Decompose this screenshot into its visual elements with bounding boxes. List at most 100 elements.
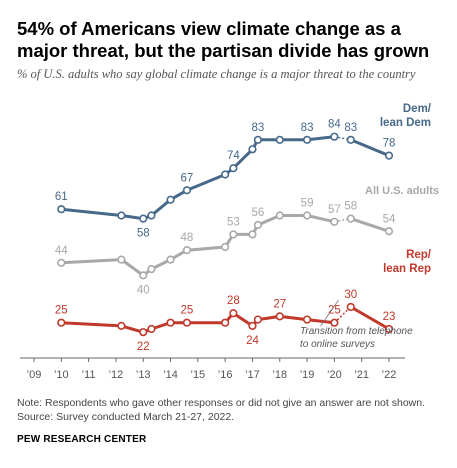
data-label: 74 bbox=[227, 150, 240, 162]
data-point bbox=[182, 246, 192, 255]
x-tick-label: ’14 bbox=[163, 369, 178, 381]
data-label: 61 bbox=[55, 191, 68, 203]
data-point bbox=[346, 214, 355, 223]
annotation-text: to online surveys bbox=[300, 339, 375, 350]
data-label: 25 bbox=[55, 305, 68, 317]
data-label: 84 bbox=[328, 119, 341, 131]
data-point bbox=[229, 230, 238, 239]
data-point bbox=[253, 315, 263, 324]
data-label: 83 bbox=[301, 122, 314, 134]
data-point bbox=[182, 186, 192, 195]
series-line bbox=[61, 214, 335, 277]
data-label: 44 bbox=[55, 245, 68, 257]
x-tick-label: ’21 bbox=[354, 369, 369, 381]
data-point bbox=[275, 135, 284, 144]
data-label: 25 bbox=[181, 305, 194, 317]
data-label: 48 bbox=[181, 232, 194, 244]
data-point bbox=[384, 227, 394, 236]
data-label: 54 bbox=[383, 213, 396, 225]
data-label: 28 bbox=[227, 295, 240, 307]
data-label: 56 bbox=[252, 207, 265, 219]
data-point bbox=[248, 321, 257, 330]
data-point bbox=[147, 265, 156, 274]
data-point bbox=[166, 255, 175, 264]
data-point bbox=[248, 230, 257, 239]
data-label: 53 bbox=[227, 216, 240, 228]
data-label: 83 bbox=[344, 122, 357, 134]
data-point bbox=[330, 318, 339, 327]
data-point bbox=[253, 135, 263, 144]
series-name-label: lean Rep bbox=[383, 263, 431, 275]
data-point bbox=[302, 315, 312, 324]
series-line bbox=[61, 135, 335, 221]
data-label: 57 bbox=[328, 204, 341, 216]
data-label: 83 bbox=[252, 122, 265, 134]
data-label: 25 bbox=[328, 305, 341, 317]
x-tick-label: ’11 bbox=[82, 369, 96, 381]
data-point bbox=[147, 211, 156, 220]
x-tick-label: ’22 bbox=[382, 369, 397, 381]
annotation-text: Transition from telephone bbox=[300, 326, 413, 337]
data-point bbox=[147, 324, 156, 334]
data-point bbox=[229, 164, 238, 173]
series-name-label: All U.S. adults bbox=[365, 185, 439, 197]
chart-note: Note: Respondents who gave other respons… bbox=[17, 396, 447, 424]
x-tick-label: ’13 bbox=[136, 369, 151, 381]
data-point bbox=[139, 328, 148, 337]
chart-subtitle: % of U.S. adults who say global climate … bbox=[17, 67, 416, 81]
annotation-leader bbox=[320, 299, 339, 327]
data-point bbox=[384, 151, 394, 160]
data-point bbox=[117, 211, 126, 220]
data-label: 78 bbox=[383, 138, 396, 150]
data-point bbox=[275, 211, 284, 220]
data-point bbox=[117, 321, 126, 330]
series-name-label: lean Dem bbox=[380, 117, 431, 129]
x-tick-label: ’19 bbox=[300, 369, 315, 381]
series-line bbox=[61, 311, 335, 334]
data-point bbox=[248, 145, 257, 154]
data-point bbox=[117, 255, 126, 264]
data-point bbox=[139, 214, 148, 223]
series-line bbox=[350, 217, 390, 233]
data-point bbox=[182, 318, 192, 327]
data-point bbox=[57, 205, 66, 214]
series-line bbox=[350, 138, 390, 157]
data-point bbox=[221, 242, 230, 252]
data-label: 58 bbox=[137, 228, 150, 240]
data-point bbox=[346, 302, 355, 312]
series-name-label: Dem/ bbox=[403, 103, 432, 115]
data-label: 24 bbox=[246, 335, 259, 347]
data-label: 23 bbox=[383, 311, 396, 323]
x-tick-label: ’09 bbox=[27, 369, 42, 381]
x-tick-label: ’17 bbox=[245, 369, 260, 381]
x-tick-label: ’20 bbox=[327, 369, 342, 381]
data-label: 27 bbox=[273, 298, 286, 310]
series-name-label: Rep/ bbox=[406, 249, 432, 261]
data-point bbox=[384, 324, 394, 334]
note-text: Note: Respondents who gave other respons… bbox=[17, 397, 425, 409]
data-point bbox=[275, 312, 284, 321]
data-label: 58 bbox=[344, 201, 357, 213]
x-tick-label: ’12 bbox=[109, 369, 124, 381]
data-point bbox=[57, 258, 66, 267]
series-line bbox=[350, 305, 390, 331]
data-label: 67 bbox=[181, 172, 194, 184]
x-tick-label: ’15 bbox=[191, 369, 206, 381]
data-label: 22 bbox=[137, 341, 150, 353]
data-point bbox=[221, 318, 230, 327]
data-point bbox=[302, 211, 312, 220]
data-point bbox=[221, 170, 230, 179]
x-tick-label: ’16 bbox=[218, 369, 233, 381]
data-label: 30 bbox=[344, 289, 357, 301]
data-point bbox=[166, 318, 175, 327]
x-tick-label: ’10 bbox=[54, 369, 69, 381]
data-point bbox=[57, 318, 66, 327]
chart-title: 54% of Americans view climate change as … bbox=[17, 18, 430, 61]
data-point bbox=[330, 132, 339, 141]
data-point bbox=[346, 135, 355, 144]
data-point bbox=[330, 217, 339, 226]
x-tick-label: ’18 bbox=[272, 369, 287, 381]
line-chart: ’09 ’10 ’11 ’12 ’13 ’14 ’15 ’16 ’17 ’18 ’19 ’20 ’21 ’… bbox=[20, 103, 439, 381]
data-point bbox=[139, 271, 148, 280]
data-label: 59 bbox=[301, 198, 314, 210]
